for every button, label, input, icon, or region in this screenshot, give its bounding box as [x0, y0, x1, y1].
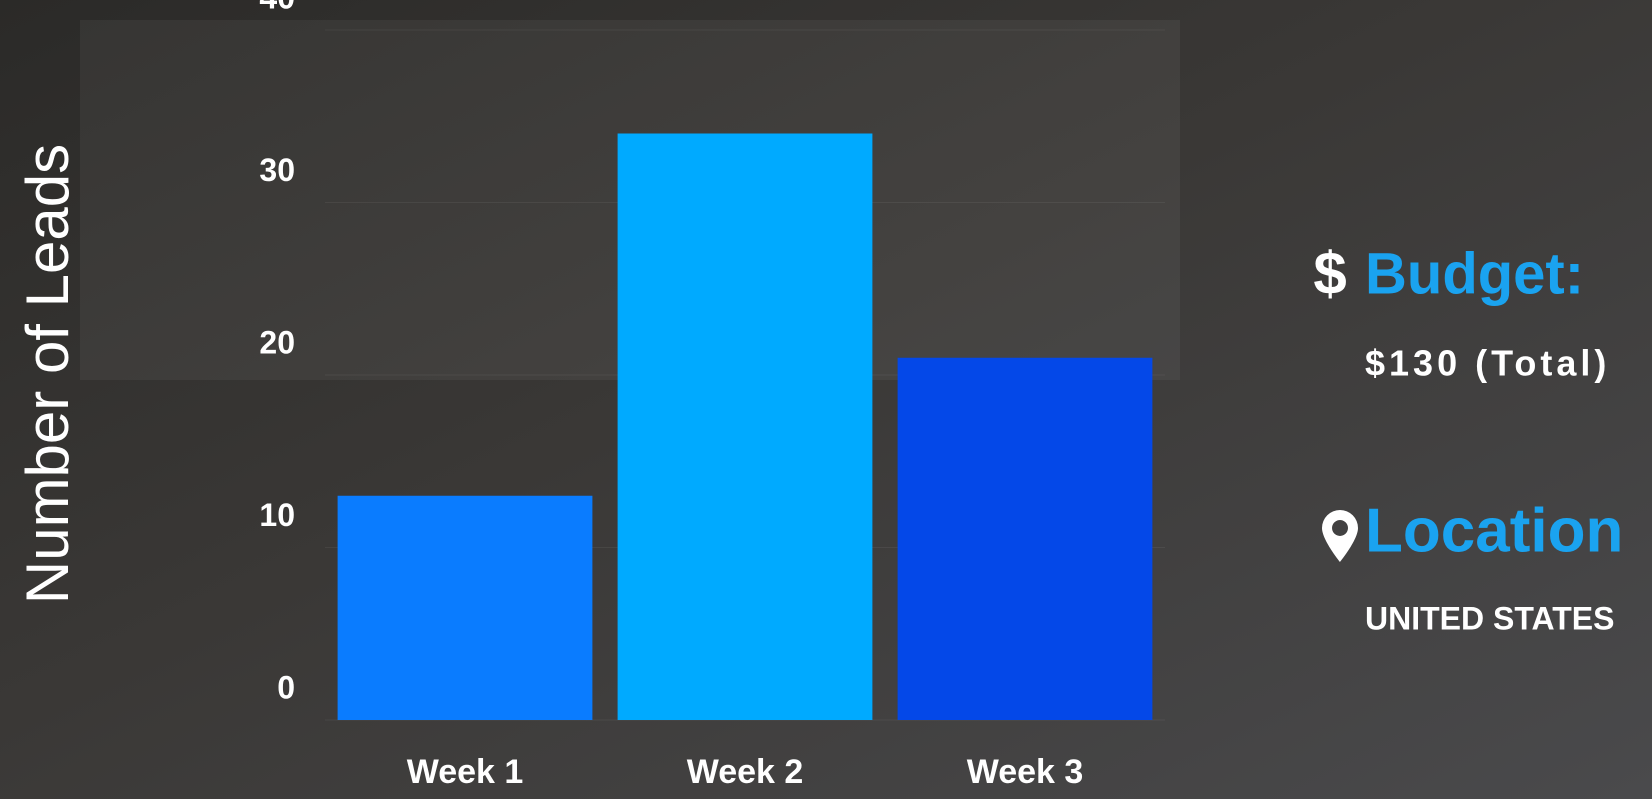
y-tick-label: 30	[259, 152, 295, 188]
y-tick-label: 10	[259, 497, 295, 533]
bar	[617, 133, 873, 720]
x-tick-label: Week 1	[407, 753, 524, 791]
budget-title: Budget:	[1365, 241, 1584, 306]
location-title: Location	[1365, 496, 1623, 565]
x-tick-label: Week 3	[967, 753, 1084, 791]
bar	[897, 357, 1153, 720]
y-tick-label: 20	[259, 324, 295, 360]
y-tick-label: 0	[277, 669, 295, 705]
location-value: UNITED STATES	[1365, 600, 1614, 636]
bar	[337, 495, 593, 720]
x-tick-label: Week 2	[687, 753, 804, 791]
budget-value: $130 (Total)	[1365, 343, 1610, 384]
location-icon	[1322, 510, 1358, 562]
y-axis-label: Number of Leads	[14, 144, 81, 604]
y-tick-label: 40	[259, 0, 295, 15]
budget-icon: $	[1313, 240, 1346, 307]
